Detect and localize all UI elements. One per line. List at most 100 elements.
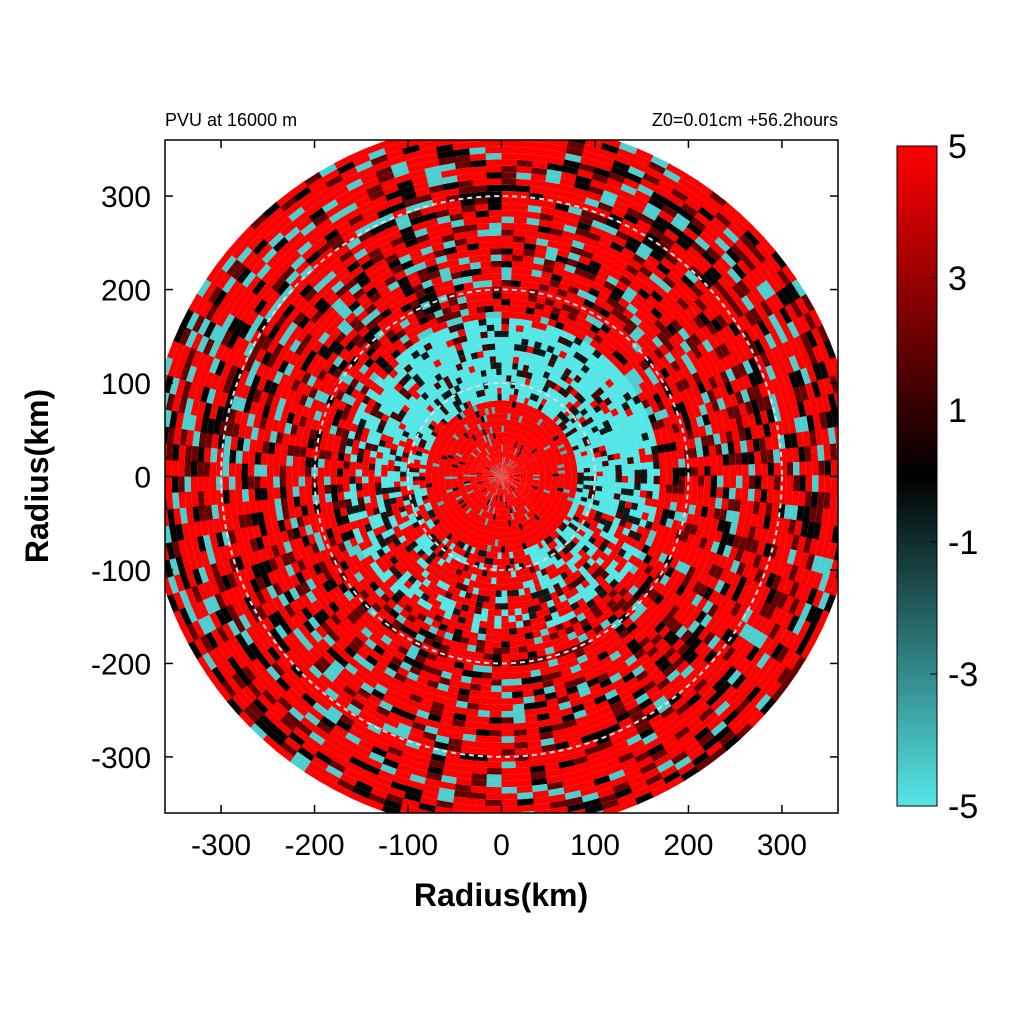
field-cell [490, 469, 497, 474]
field-cell [539, 554, 547, 563]
field-cell [515, 376, 522, 384]
field-cell [627, 413, 637, 424]
field-cell [543, 459, 551, 464]
field-cell [573, 391, 583, 401]
field-cell [565, 559, 575, 569]
field-cell [557, 503, 565, 510]
field-cell [444, 397, 453, 406]
field-cell [498, 413, 502, 420]
field-cell [602, 481, 610, 488]
field-cell [488, 235, 502, 243]
field-cell [513, 343, 522, 352]
field-cell [498, 476, 502, 483]
field-cell [563, 485, 571, 491]
field-cell [387, 430, 397, 439]
field-cell [560, 449, 568, 456]
field-cell [462, 347, 471, 356]
field-cell [517, 462, 524, 467]
field-cell [596, 466, 603, 472]
field-cell [704, 475, 711, 487]
field-cell [477, 549, 484, 557]
field-cell [450, 593, 460, 603]
field-cell [508, 318, 518, 326]
field-cell [549, 563, 558, 572]
field-cell [525, 504, 532, 511]
field-cell [615, 481, 622, 489]
field-cell [463, 440, 471, 447]
field-cell [433, 554, 442, 564]
field-cell [501, 432, 504, 439]
field-cell [432, 466, 439, 471]
field-cell [507, 590, 514, 597]
field-cell [556, 565, 566, 575]
field-cell [471, 450, 479, 457]
field-cell [589, 399, 599, 409]
field-cell [473, 449, 480, 456]
field-cell [507, 452, 512, 459]
field-cell [572, 430, 580, 438]
field-cell [447, 505, 455, 512]
field-cell [482, 414, 488, 422]
field-cell [582, 488, 590, 494]
field-cell [462, 597, 472, 606]
field-cell [639, 454, 647, 463]
field-cell [418, 540, 427, 550]
field-cell [653, 475, 661, 485]
field-cell [490, 469, 497, 474]
field-cell [564, 408, 572, 417]
field-cell [496, 488, 500, 496]
field-cell [431, 503, 439, 510]
field-cell [459, 487, 466, 492]
field-cell [511, 483, 518, 488]
field-cell [512, 466, 519, 471]
field-cell [576, 403, 585, 413]
field-cell [444, 591, 454, 600]
field-cell [401, 456, 409, 463]
field-cell [324, 484, 332, 495]
field-cell [400, 485, 408, 492]
field-cell [541, 422, 549, 430]
field-cell [520, 445, 526, 452]
field-cell [507, 471, 514, 475]
field-cell [476, 438, 482, 445]
field-cell [440, 493, 448, 499]
field-cell [583, 471, 591, 477]
field-cell [507, 479, 513, 483]
field-cell [412, 467, 420, 473]
field-cell [444, 389, 453, 398]
field-cell [520, 522, 527, 530]
field-cell [495, 451, 498, 459]
field-cell [428, 434, 437, 441]
field-cell [470, 593, 479, 602]
field-cell [435, 424, 443, 432]
field-cell [499, 432, 502, 439]
field-cell [511, 362, 519, 370]
field-cell [483, 480, 490, 484]
field-cell [495, 494, 498, 502]
field-cell [557, 350, 568, 360]
field-cell [477, 633, 487, 641]
field-cell [516, 363, 524, 371]
field-cell [541, 356, 551, 366]
field-cell [512, 356, 520, 364]
field-cell [689, 446, 698, 458]
field-cell [526, 599, 535, 608]
field-cell [526, 474, 534, 477]
field-cell [445, 555, 453, 564]
field-cell [501, 444, 504, 452]
field-cell [520, 473, 527, 476]
field-cell [273, 476, 280, 489]
field-cell [512, 467, 519, 472]
field-cell [646, 460, 654, 470]
field-cell [471, 419, 478, 427]
field-cell [423, 536, 432, 545]
field-cell [446, 441, 455, 448]
field-cell [292, 455, 300, 468]
field-cell [678, 466, 686, 477]
field-cell [512, 468, 520, 472]
field-cell [538, 483, 546, 488]
field-cell [509, 640, 519, 648]
field-cell [533, 401, 541, 410]
field-cell [565, 401, 574, 410]
field-cell [569, 415, 578, 424]
